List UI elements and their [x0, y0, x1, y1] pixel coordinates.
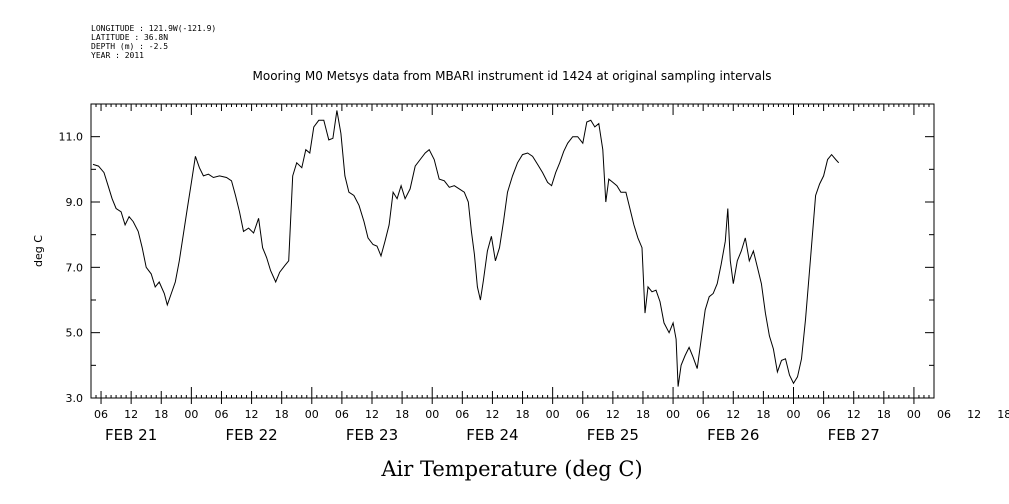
x-date-label: FEB 27 [828, 426, 880, 444]
x-hour-label: 12 [124, 408, 138, 421]
x-hour-label: 18 [275, 408, 289, 421]
x-hour-label: 12 [245, 408, 259, 421]
x-hour-label: 18 [636, 408, 650, 421]
x-hour-label: 18 [154, 408, 168, 421]
x-date-label: FEB 23 [346, 426, 398, 444]
x-axis-hour-labels: 06 12 18 00 06 12 18 00 06 12 18 00 06 12 18 00 06 12 18 00… [94, 408, 1009, 421]
y-axis-ticks: 3.0 5.0 7.0 9.0 11.0 [59, 103, 934, 405]
x-hour-label: 06 [335, 408, 349, 421]
x-hour-label: 06 [696, 408, 710, 421]
x-hour-label: 12 [726, 408, 740, 421]
x-hour-label: 12 [606, 408, 620, 421]
x-hour-label: 12 [847, 408, 861, 421]
header-line-latitude: LATITUDE : 36.8N [91, 33, 168, 42]
y-tick-label: 7.0 [66, 261, 84, 274]
x-hour-label: 06 [817, 408, 831, 421]
x-hour-label: 18 [395, 408, 409, 421]
y-axis-label: deg C [32, 235, 45, 267]
x-hour-label: 18 [997, 408, 1009, 421]
plot-frame [90, 103, 935, 399]
x-hour-label: 06 [937, 408, 951, 421]
x-date-label: FEB 22 [225, 426, 277, 444]
series-line [92, 110, 840, 387]
x-axis-ticks [90, 104, 935, 404]
x-hour-label: 18 [877, 408, 891, 421]
y-tick-label: 3.0 [66, 392, 84, 405]
x-hour-label: 00 [546, 408, 560, 421]
x-hour-label: 00 [305, 408, 319, 421]
x-hour-label: 18 [756, 408, 770, 421]
x-hour-label: 18 [516, 408, 530, 421]
x-axis-label: Air Temperature (deg C) [380, 457, 642, 481]
x-date-label: FEB 26 [707, 426, 759, 444]
x-date-label: FEB 21 [105, 426, 157, 444]
x-hour-label: 00 [907, 408, 921, 421]
y-tick-label: 5.0 [66, 327, 84, 340]
x-axis-date-labels: FEB 21 FEB 22 FEB 23 FEB 24 FEB 25 FEB 26 FEB … [105, 426, 880, 444]
x-date-label: FEB 25 [587, 426, 639, 444]
header-line-longitude: LONGITUDE : 121.9W(-121.9) [91, 24, 216, 33]
header-line-year: YEAR : 2011 [91, 51, 144, 60]
x-hour-label: 06 [455, 408, 469, 421]
x-hour-label: 00 [184, 408, 198, 421]
x-hour-label: 12 [485, 408, 499, 421]
y-tick-label: 9.0 [66, 196, 84, 209]
header-block: LONGITUDE : 121.9W(-121.9) LATITUDE : 36… [91, 24, 216, 60]
y-tick-label: 11.0 [59, 131, 84, 144]
x-hour-label: 00 [425, 408, 439, 421]
x-hour-label: 00 [787, 408, 801, 421]
x-hour-label: 06 [214, 408, 228, 421]
chart-title: Mooring M0 Metsys data from MBARI instru… [253, 69, 772, 83]
x-hour-label: 00 [666, 408, 680, 421]
x-hour-label: 06 [576, 408, 590, 421]
x-hour-label: 12 [967, 408, 981, 421]
header-line-depth: DEPTH (m) : -2.5 [91, 42, 168, 51]
x-hour-label: 06 [94, 408, 108, 421]
x-date-label: FEB 24 [466, 426, 518, 444]
x-hour-label: 12 [365, 408, 379, 421]
